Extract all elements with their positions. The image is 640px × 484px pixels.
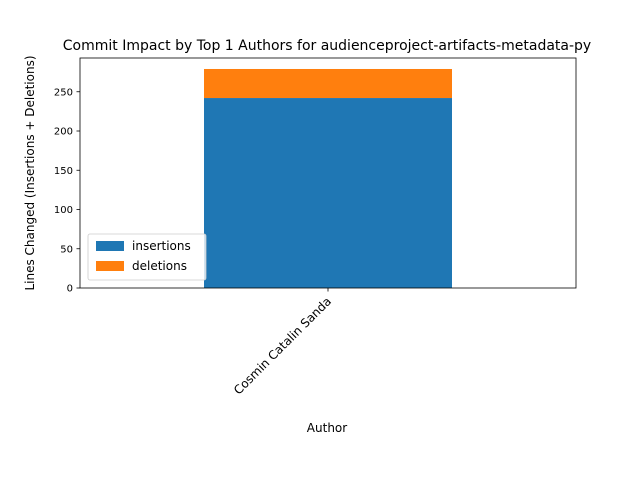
bar-deletions-0 [204, 68, 452, 99]
y-tick-label: 0 [67, 284, 73, 295]
chart-title: Commit Impact by Top 1 Authors for audie… [63, 38, 591, 54]
y-tick-label: 50 [60, 244, 73, 255]
bars-group [204, 68, 452, 289]
y-axis-label: Lines Changed (Insertions + Deletions) [23, 55, 37, 290]
y-tick-label: 250 [54, 87, 73, 98]
legend: insertions deletions [87, 233, 207, 281]
legend-swatch-deletions [96, 261, 124, 271]
y-tick-label: 200 [54, 127, 73, 138]
y-tick-label: 150 [54, 166, 73, 177]
y-axis: 0 50 100 150 200 250 [54, 87, 80, 295]
legend-label-deletions: deletions [132, 259, 187, 273]
bar-insertions-0 [204, 98, 452, 289]
y-tick-label: 100 [54, 205, 73, 216]
x-axis-label: Author [307, 421, 347, 435]
legend-label-insertions: insertions [132, 239, 191, 253]
legend-swatch-insertions [96, 241, 124, 251]
